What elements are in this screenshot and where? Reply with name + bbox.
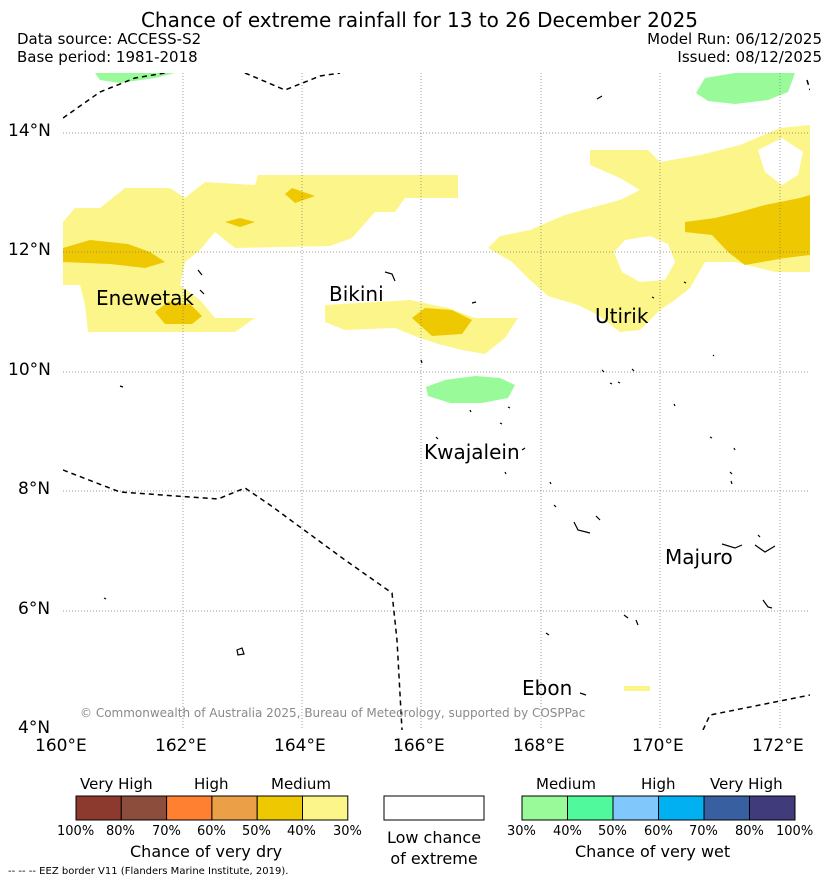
wet-medium-region-northeast	[696, 73, 795, 104]
model-run: Model Run: 06/12/2025	[647, 30, 822, 48]
dry-pct-100: 100%	[57, 824, 95, 839]
dry-medium-region-central	[325, 300, 518, 354]
issued-date: Issued: 08/12/2025	[677, 48, 822, 66]
wet-pct-70: 70%	[689, 824, 718, 839]
dry-medium-region-east	[488, 125, 810, 332]
dry-colorbar-swatch-5	[302, 795, 349, 821]
dry-medium-patch-ebon	[624, 686, 650, 691]
wet-level-very-high: Very High	[710, 775, 783, 793]
lat-tick-10n: 10°N	[8, 360, 51, 380]
dry-level-medium: Medium	[271, 775, 331, 793]
map-field	[63, 73, 810, 730]
place-label-bikini: Bikini	[329, 282, 384, 306]
dry-legend-title: Chance of very dry	[130, 842, 283, 861]
dry-colorbar	[75, 795, 349, 821]
lat-tick-12n: 12°N	[8, 240, 51, 260]
place-label-enewetak: Enewetak	[96, 286, 194, 310]
place-label-utirik: Utirik	[595, 304, 649, 328]
dry-pct-70: 70%	[152, 824, 181, 839]
data-source-block: Data source: ACCESS-S2 Base period: 1981…	[17, 30, 201, 66]
wet-colorbar-swatch-2	[612, 795, 659, 821]
low-chance-line1: Low chance	[386, 828, 482, 847]
dry-high-region-1	[63, 240, 165, 268]
dry-high-region-6	[685, 195, 810, 265]
lon-tick-170e: 170°E	[632, 736, 684, 756]
dry-colorbar-swatch-1	[120, 795, 168, 821]
wet-legend-title: Chance of very wet	[575, 842, 731, 861]
dry-level-high: High	[194, 775, 229, 793]
lat-tick-6n: 6°N	[18, 599, 51, 619]
dry-high-region-2	[155, 302, 202, 324]
wet-pct-40: 40%	[553, 824, 582, 839]
wet-pct-60: 60%	[644, 824, 673, 839]
eez-footnote: -- -- -- EEZ border V11 (Flanders Marine…	[8, 866, 289, 877]
lat-tick-4n: 4°N	[18, 718, 51, 738]
lon-tick-162e: 162°E	[155, 736, 207, 756]
dry-level-very-high: Very High	[80, 775, 153, 793]
dry-high-region-3	[225, 218, 255, 227]
wet-level-high: High	[641, 775, 676, 793]
island-outlines	[103, 95, 776, 696]
low-chance-swatch	[383, 795, 485, 821]
place-label-kwajalein: Kwajalein	[424, 440, 520, 464]
lon-tick-160e: 160°E	[35, 736, 87, 756]
wet-colorbar-swatch-1	[567, 795, 614, 821]
wet-colorbar	[521, 795, 796, 821]
dry-colorbar-swatch-0	[75, 795, 122, 821]
lon-tick-168e: 168°E	[513, 736, 565, 756]
dry-pct-50: 50%	[242, 824, 271, 839]
dry-pct-30: 30%	[333, 824, 362, 839]
wet-colorbar-swatch-5	[749, 795, 796, 821]
lat-tick-14n: 14°N	[8, 121, 51, 141]
dry-pct-80: 80%	[106, 824, 135, 839]
lon-tick-172e: 172°E	[752, 736, 804, 756]
dry-high-region-4	[285, 188, 315, 203]
wet-level-medium: Medium	[536, 775, 596, 793]
low-chance-hole-east-2	[758, 138, 803, 185]
dry-high-region-5	[412, 308, 472, 336]
wet-pct-80: 80%	[735, 824, 764, 839]
dry-colorbar-swatch-3	[211, 795, 258, 821]
model-info-block: Model Run: 06/12/2025 Issued: 08/12/2025	[647, 30, 822, 66]
dry-colorbar-swatch-4	[256, 795, 304, 821]
wet-colorbar-swatch-0	[521, 795, 568, 821]
lat-tick-8n: 8°N	[18, 479, 51, 499]
dry-pct-60: 60%	[197, 824, 226, 839]
wet-colorbar-swatch-3	[658, 795, 705, 821]
place-label-majuro: Majuro	[665, 545, 733, 569]
place-label-ebon: Ebon	[522, 676, 573, 700]
wet-medium-region-kwajalein	[426, 376, 515, 403]
low-chance-label: Low chance of extreme	[384, 827, 484, 869]
lon-tick-164e: 164°E	[274, 736, 326, 756]
dry-colorbar-swatch-2	[166, 795, 213, 821]
map-title: Chance of extreme rainfall for 13 to 26 …	[140, 8, 699, 32]
dry-pct-40: 40%	[287, 824, 316, 839]
wet-pct-30: 30%	[507, 824, 536, 839]
wet-pct-50: 50%	[598, 824, 627, 839]
data-source: Data source: ACCESS-S2	[17, 30, 202, 48]
dry-medium-region-west	[63, 175, 458, 332]
base-period: Base period: 1981-2018	[17, 48, 198, 66]
copyright-notice: © Commonwealth of Australia 2025, Bureau…	[80, 706, 586, 720]
eez-borders	[63, 73, 810, 730]
low-chance-line2: of extreme	[390, 849, 478, 868]
wet-colorbar-swatch-4	[703, 795, 750, 821]
lon-tick-166e: 166°E	[393, 736, 445, 756]
wet-pct-100: 100%	[776, 824, 814, 839]
